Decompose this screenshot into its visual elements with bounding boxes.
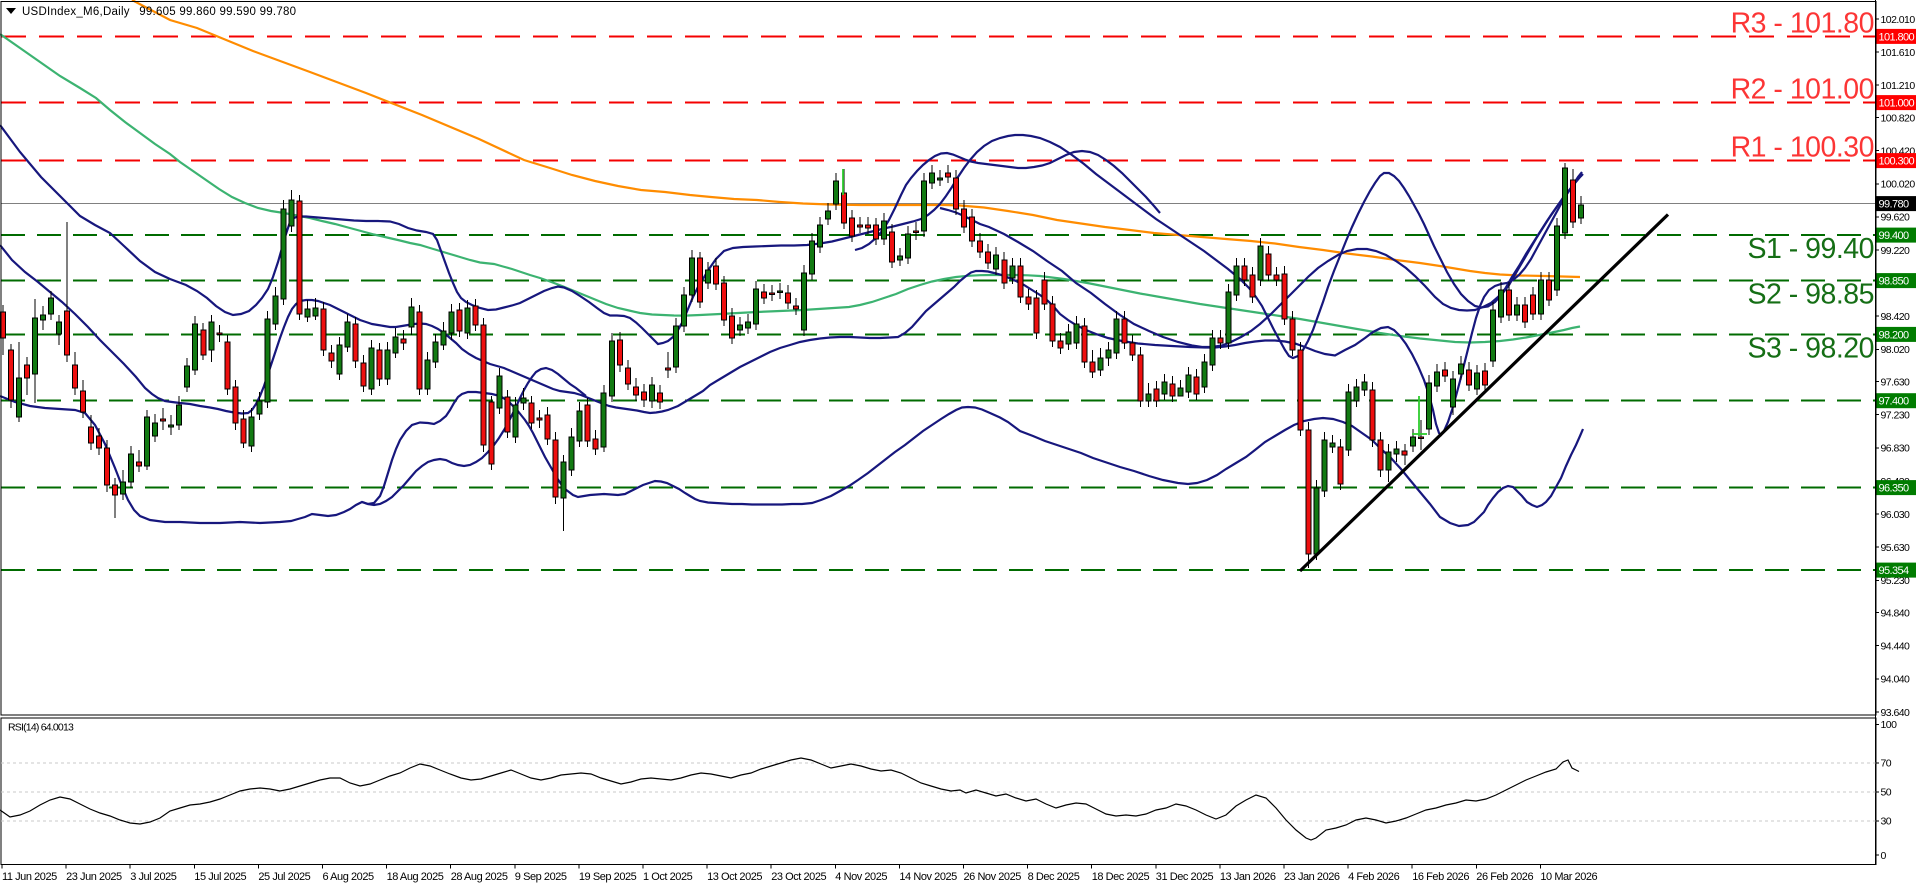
svg-text:97.630: 97.630 (1881, 376, 1911, 388)
svg-text:31 Dec 2025: 31 Dec 2025 (1156, 871, 1214, 883)
svg-text:18 Dec 2025: 18 Dec 2025 (1092, 871, 1150, 883)
svg-text:28 Aug 2025: 28 Aug 2025 (451, 871, 508, 883)
svg-text:94.840: 94.840 (1881, 607, 1911, 619)
svg-text:4 Feb 2026: 4 Feb 2026 (1348, 871, 1399, 883)
svg-text:RSI(14) 64.0013: RSI(14) 64.0013 (8, 722, 74, 734)
svg-text:101.610: 101.610 (1881, 47, 1916, 59)
svg-text:95.630: 95.630 (1881, 542, 1911, 554)
svg-text:96.830: 96.830 (1881, 443, 1911, 455)
svg-text:26 Nov 2025: 26 Nov 2025 (964, 871, 1022, 883)
svg-text:0: 0 (1881, 850, 1887, 862)
svg-text:R1 - 100.30: R1 - 100.30 (1731, 132, 1874, 164)
svg-text:98.200: 98.200 (1879, 329, 1910, 341)
svg-text:26 Feb 2026: 26 Feb 2026 (1476, 871, 1533, 883)
svg-text:98.850: 98.850 (1879, 276, 1910, 288)
svg-text:101.000: 101.000 (1879, 98, 1915, 110)
svg-text:25 Jul 2025: 25 Jul 2025 (258, 871, 310, 883)
svg-text:13 Oct 2025: 13 Oct 2025 (707, 871, 762, 883)
svg-text:S2 - 98.85: S2 - 98.85 (1747, 279, 1874, 311)
svg-text:102.010: 102.010 (1881, 14, 1916, 26)
svg-text:1 Oct 2025: 1 Oct 2025 (643, 871, 693, 883)
svg-text:95.354: 95.354 (1879, 565, 1910, 577)
svg-text:99.620: 99.620 (1881, 212, 1911, 224)
svg-text:18 Aug 2025: 18 Aug 2025 (387, 871, 444, 883)
svg-text:23 Jun 2025: 23 Jun 2025 (66, 871, 122, 883)
svg-text:96.350: 96.350 (1879, 483, 1910, 495)
svg-text:R3 - 101.80: R3 - 101.80 (1731, 7, 1874, 39)
svg-text:97.230: 97.230 (1881, 410, 1911, 422)
svg-text:6 Aug 2025: 6 Aug 2025 (323, 871, 374, 883)
svg-text:R2 - 101.00: R2 - 101.00 (1731, 74, 1874, 106)
svg-text:100: 100 (1881, 719, 1898, 731)
svg-text:8 Dec 2025: 8 Dec 2025 (1028, 871, 1080, 883)
svg-text:101.210: 101.210 (1881, 80, 1916, 92)
svg-text:16 Feb 2026: 16 Feb 2026 (1412, 871, 1469, 883)
svg-text:9 Sep 2025: 9 Sep 2025 (515, 871, 567, 883)
svg-text:10 Mar 2026: 10 Mar 2026 (1540, 871, 1597, 883)
svg-text:13 Jan 2026: 13 Jan 2026 (1220, 871, 1276, 883)
svg-text:30: 30 (1881, 816, 1892, 828)
svg-text:98.420: 98.420 (1881, 311, 1911, 323)
svg-text:11 Jun 2025: 11 Jun 2025 (2, 871, 57, 883)
svg-text:101.800: 101.800 (1879, 31, 1915, 43)
svg-text:94.040: 94.040 (1881, 674, 1911, 686)
svg-text:93.640: 93.640 (1881, 707, 1911, 719)
svg-text:USDIndex_M6,Daily 99.605 99.8: USDIndex_M6,Daily 99.605 99.860 99.590 9… (22, 6, 296, 18)
svg-text:99.400: 99.400 (1879, 230, 1910, 242)
svg-text:15 Jul 2025: 15 Jul 2025 (194, 871, 246, 883)
svg-text:14 Nov 2025: 14 Nov 2025 (899, 871, 957, 883)
svg-text:99.220: 99.220 (1881, 245, 1911, 257)
svg-text:S1 - 99.40: S1 - 99.40 (1747, 233, 1874, 265)
svg-text:23 Oct 2025: 23 Oct 2025 (771, 871, 826, 883)
svg-text:S3 - 98.20: S3 - 98.20 (1747, 332, 1874, 364)
svg-text:70: 70 (1881, 758, 1892, 770)
svg-text:100.020: 100.020 (1881, 179, 1916, 191)
svg-text:19 Sep 2025: 19 Sep 2025 (579, 871, 637, 883)
svg-text:100.300: 100.300 (1879, 156, 1915, 168)
svg-text:3 Jul 2025: 3 Jul 2025 (130, 871, 177, 883)
svg-text:50: 50 (1881, 787, 1892, 799)
svg-text:23 Jan 2026: 23 Jan 2026 (1284, 871, 1340, 883)
svg-text:96.030: 96.030 (1881, 509, 1911, 521)
svg-text:4 Nov 2025: 4 Nov 2025 (835, 871, 887, 883)
svg-text:100.820: 100.820 (1881, 112, 1916, 124)
svg-text:95.230: 95.230 (1881, 575, 1911, 587)
svg-text:94.440: 94.440 (1881, 641, 1911, 653)
svg-text:99.780: 99.780 (1879, 199, 1910, 211)
svg-text:98.020: 98.020 (1881, 344, 1911, 356)
svg-text:97.400: 97.400 (1879, 396, 1910, 408)
